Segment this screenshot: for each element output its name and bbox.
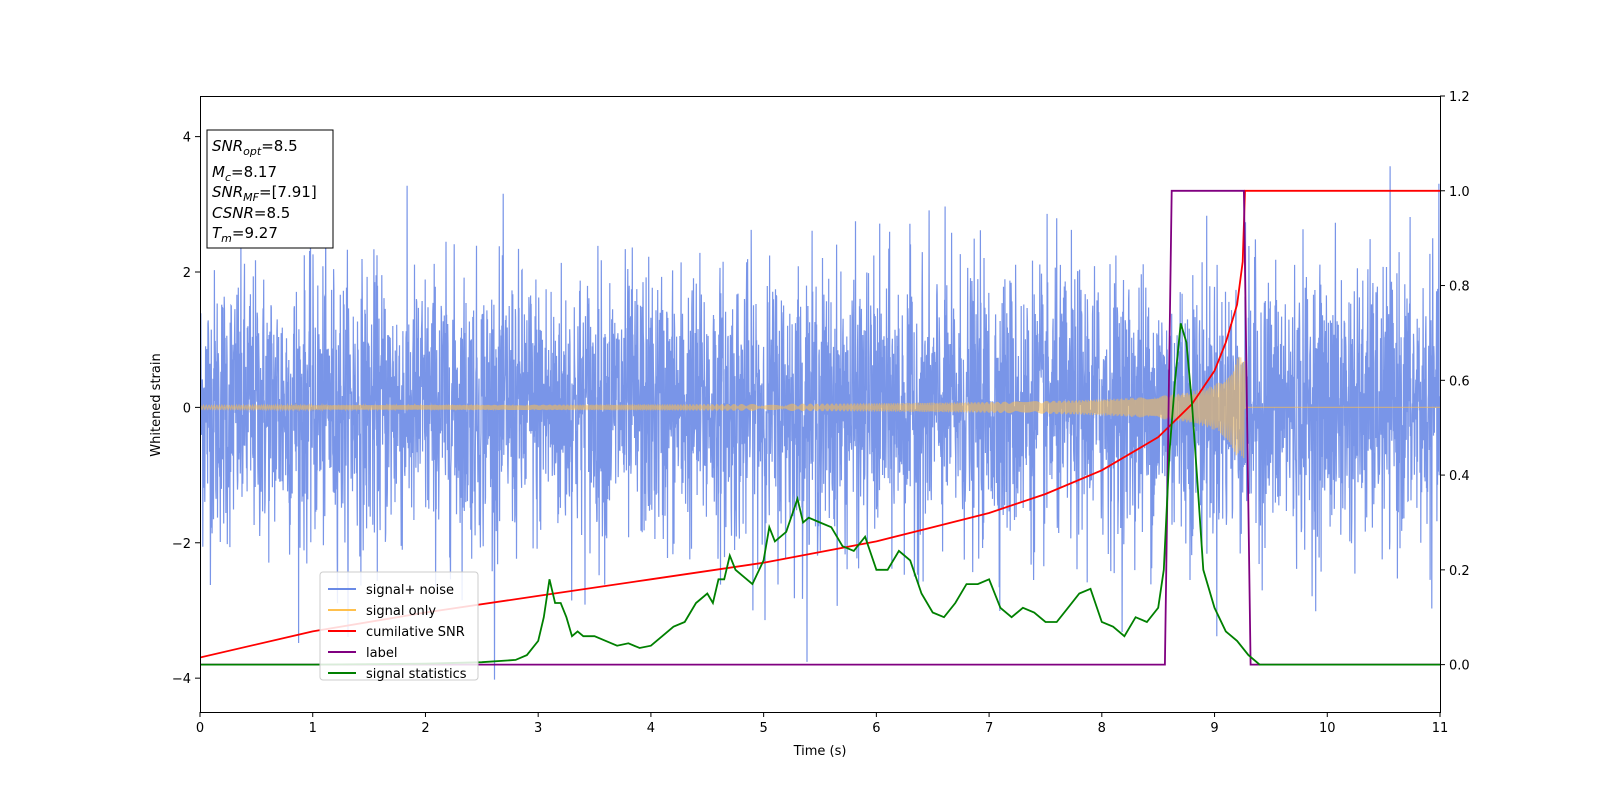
plot-frame — [200, 96, 1441, 713]
legend-label: cumilative SNR — [366, 625, 465, 640]
y2-tick-label: 1.2 — [1449, 90, 1470, 105]
x-axis-label: Time (s) — [793, 744, 847, 759]
x-tick-label: 2 — [421, 721, 429, 736]
x-tick-label: 4 — [647, 721, 655, 736]
legend-label: signal only — [366, 604, 436, 619]
x-tick-label: 7 — [985, 721, 993, 736]
y-tick-label: 4 — [183, 131, 191, 146]
x-tick-label: 6 — [872, 721, 880, 736]
x-axis: 0 1 2 3 4 5 6 7 8 9 10 11 — [196, 712, 1448, 736]
x-tick-label: 9 — [1210, 721, 1218, 736]
x-tick-label: 0 — [196, 721, 204, 736]
legend-label: signal+ noise — [366, 583, 454, 598]
y-tick-label: 2 — [183, 266, 191, 281]
x-tick-label: 1 — [309, 721, 317, 736]
y2-tick-label: 0.8 — [1449, 280, 1470, 295]
info-tm: Tm=9.27 — [212, 224, 278, 245]
series-group — [200, 166, 1440, 680]
plot-layer — [200, 166, 1440, 680]
legend-entries: signal+ noise signal only cumilative SNR la… — [328, 583, 467, 682]
y-tick-label: 0 — [183, 401, 191, 416]
x-tick-label: 10 — [1319, 721, 1336, 736]
y-tick-label: −4 — [172, 672, 191, 687]
y-axis-right: 1.2 1.0 0.8 0.6 0.4 0.2 0.0 — [1440, 90, 1470, 674]
y2-tick-label: 0.6 — [1449, 374, 1470, 389]
info-mc: Mc=8.17 — [212, 163, 277, 184]
y-axis-left: 4 2 0 −2 −4 — [172, 131, 200, 687]
x-tick-label: 8 — [1098, 721, 1106, 736]
legend-label: signal statistics — [366, 667, 467, 682]
y2-tick-label: 0.2 — [1449, 564, 1470, 579]
legend-label: label — [366, 646, 397, 661]
legend: signal+ noise signal only cumilative SNR la… — [319, 571, 479, 682]
x-tick-label: 5 — [759, 721, 767, 736]
x-tick-label: 11 — [1432, 721, 1449, 736]
info-csnr: CSNR=8.5 — [212, 204, 290, 222]
series-signal-only — [200, 356, 1440, 459]
y-tick-label: −2 — [172, 537, 191, 552]
y2-tick-label: 0.4 — [1449, 469, 1470, 484]
y2-tick-label: 0.0 — [1449, 659, 1470, 674]
info-snr-opt: SNRopt=8.5 — [212, 137, 298, 158]
series-signal-statistics — [200, 323, 1440, 666]
info-snr-mf: SNRMF=[7.91] — [212, 183, 317, 204]
y-axis-label: Whitened strain — [149, 353, 164, 456]
x-tick-label: 3 — [534, 721, 542, 736]
legend-frame — [319, 571, 479, 681]
info-box: SNRopt=8.5 Mc=8.17 SNRMF=[7.91] CSNR=8.5… — [206, 129, 334, 249]
y2-tick-label: 1.0 — [1449, 185, 1470, 200]
series-cumulative-snr — [200, 189, 1440, 659]
